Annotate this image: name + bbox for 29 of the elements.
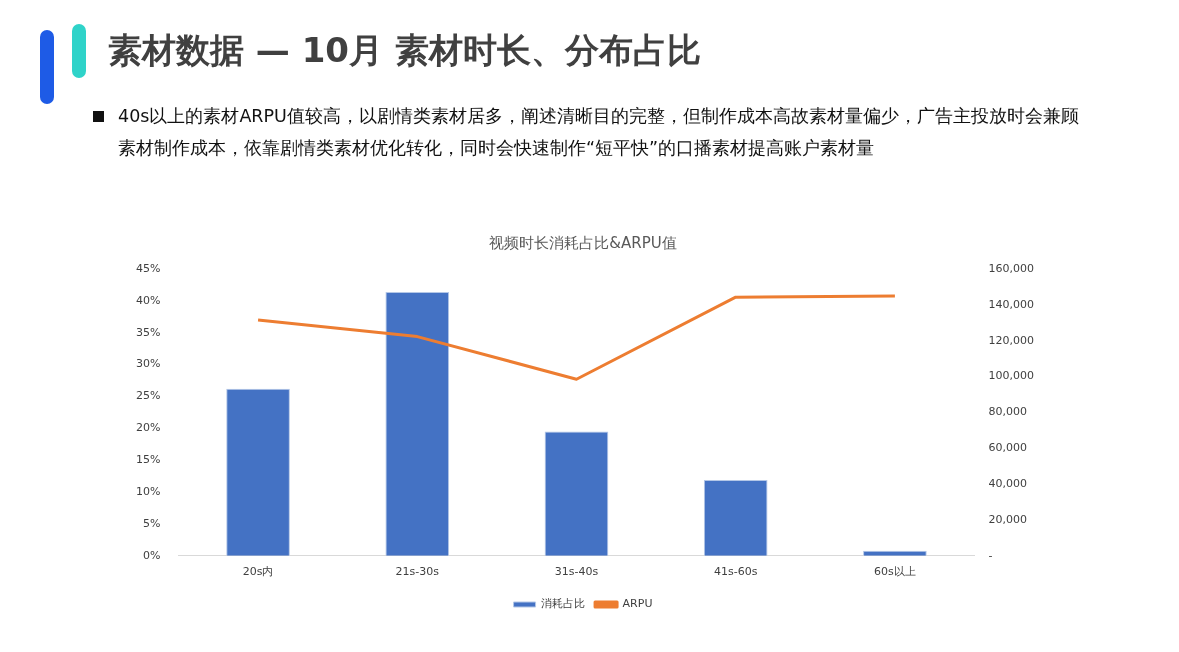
x-tick-label: 31s-40s [554, 565, 599, 579]
y2-tick-label: 40,000 [988, 476, 1028, 490]
y-tick-label: 30% [136, 357, 161, 371]
y2-tick-label: 100,000 [988, 369, 1035, 383]
chart-title: 素材数据 — 10月 素材时长、分布占比 [108, 29, 701, 72]
y-tick-label: 20% [136, 421, 161, 435]
y-tick-label: 40% [136, 293, 161, 307]
y-tick-label: 35% [136, 325, 161, 339]
text: 40s以上的素材ARPU值较高，以剧情类素材居多，阐述清晰目的完整，但制作成本高故素材量偏少，广告主投放时会兼顾素材制作成本，依靠剧情类素材优化转化，同时会快速制作“短平快”的口播素材提高账户素材量 [118, 105, 1080, 160]
y2-tick-label: 160,000 [988, 261, 1035, 275]
legend-label: ARPU [622, 597, 653, 611]
legend-label: 消耗占比 [541, 597, 586, 611]
x-tick-label: 41s-60s [713, 565, 758, 579]
x-tick-label: 20s内 [242, 565, 274, 579]
chart-subtitle: 视频时长消耗占比&ARPU值 [489, 233, 677, 252]
y2-tick-label: 20,000 [988, 512, 1028, 526]
y-tick-label: 5% [143, 516, 161, 530]
y2-tick-label: 80,000 [988, 405, 1028, 419]
y2-tick-label: - [988, 548, 993, 562]
y-tick-label: 25% [136, 389, 161, 403]
y2-tick-label: 60,000 [988, 441, 1028, 455]
y-tick-label: 15% [136, 453, 161, 467]
y2-tick-label: 120,000 [988, 333, 1035, 347]
y-tick-label: 45% [136, 261, 161, 275]
x-tick-label: 60s以上 [874, 565, 916, 579]
x-tick-label: 21s-30s [395, 565, 440, 579]
y-tick-label: 0% [143, 548, 161, 562]
y-tick-label: 10% [136, 484, 161, 498]
y2-tick-label: 140,000 [988, 297, 1035, 311]
